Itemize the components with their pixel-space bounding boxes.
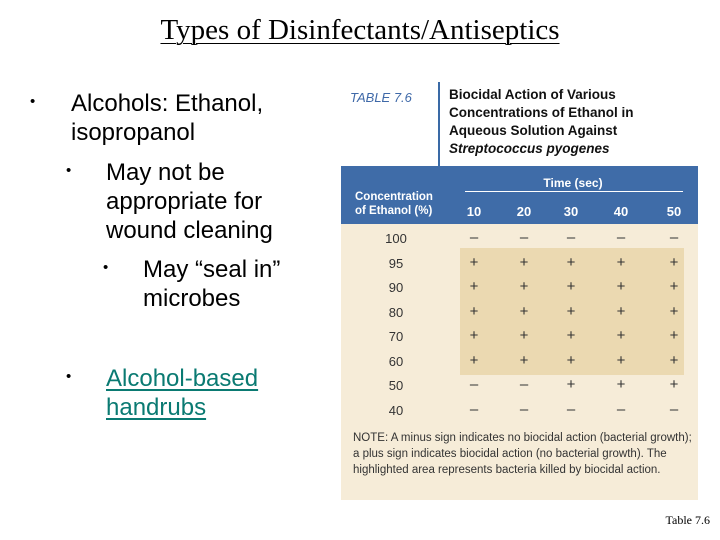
table-caption: Biocidal Action of Various Concentration…	[438, 82, 698, 166]
result-cell: +	[566, 253, 576, 271]
table-number: TABLE 7.6	[341, 82, 438, 166]
result-cell: –	[519, 229, 529, 246]
result-cell: –	[669, 400, 679, 418]
concentration-header: Concentration of Ethanol (%)	[355, 190, 433, 218]
concentration-cell: 60	[388, 353, 404, 369]
slide-caption: Table 7.6	[665, 513, 710, 527]
result-cell: +	[566, 327, 576, 344]
table-caption-organism: Streptococcus pyogenes	[449, 141, 610, 156]
result-cell: +	[669, 278, 679, 295]
table-caption-line: Aqueous Solution Against	[449, 123, 618, 138]
result-cell: +	[469, 302, 479, 320]
result-cell: –	[566, 400, 576, 418]
result-cell: –	[669, 229, 679, 246]
ethanol-table: TABLE 7.6 Biocidal Action of Various Con…	[341, 82, 698, 500]
table-caption-line: Biocidal Action of Various	[449, 87, 616, 102]
table-note: NOTE: A minus sign indicates no biocidal…	[353, 432, 692, 476]
bullet-seal-in-microbes: May “seal in” microbes	[143, 256, 281, 312]
result-cell: +	[566, 376, 576, 393]
concentration-header-line: Concentration	[355, 191, 433, 203]
bullet-marker: •	[66, 162, 72, 179]
concentration-cell: 40	[388, 402, 404, 418]
time-column-header: 20	[516, 204, 532, 219]
result-cell: +	[469, 351, 479, 369]
result-cell: +	[469, 278, 479, 295]
result-cell: +	[616, 253, 626, 271]
result-cell: +	[519, 302, 529, 320]
result-cell: –	[469, 400, 479, 418]
bullet-wound-cleaning: May not be appropriate for wound cleanin…	[106, 159, 273, 244]
result-cell: +	[566, 278, 576, 295]
slide-title: Types of Disinfectants/Antiseptics	[160, 14, 560, 46]
result-cell: +	[616, 302, 626, 320]
concentration-cell: 50	[388, 378, 404, 393]
result-cell: +	[669, 351, 679, 369]
result-cell: +	[669, 253, 679, 271]
result-cell: +	[519, 278, 529, 295]
time-header: Time (sec)	[543, 176, 603, 190]
result-cell: –	[519, 400, 529, 418]
time-column-header: 40	[613, 204, 629, 219]
handrubs-link[interactable]: Alcohol-based handrubs	[106, 365, 259, 421]
result-cell: +	[469, 327, 479, 344]
concentration-cell: 70	[388, 329, 404, 344]
concentration-cell: 95	[388, 255, 404, 271]
result-cell: +	[616, 351, 626, 369]
time-column-header: 50	[666, 204, 682, 219]
result-cell: +	[669, 327, 679, 344]
bullet-marker: •	[30, 93, 36, 110]
concentration-header-line: of Ethanol (%)	[355, 205, 433, 217]
concentration-cell: 100	[385, 231, 407, 246]
time-column-header: 30	[563, 204, 579, 219]
result-cell: –	[616, 400, 626, 418]
result-cell: –	[566, 229, 576, 246]
result-cell: +	[519, 253, 529, 271]
bullet-alcohols: Alcohols: Ethanol, isopropanol	[71, 90, 264, 146]
table-header	[341, 166, 698, 224]
result-cell: +	[566, 351, 576, 369]
result-cell: –	[469, 229, 479, 246]
result-cell: +	[616, 278, 626, 295]
result-cell: +	[669, 302, 679, 320]
result-cell: –	[469, 376, 479, 393]
bullet-marker: •	[66, 368, 72, 385]
result-cell: +	[616, 376, 626, 393]
concentration-cell: 90	[388, 280, 404, 295]
time-header-rule	[465, 191, 683, 192]
highlight-killed-area	[460, 248, 684, 375]
result-cell: +	[519, 351, 529, 369]
concentration-cell: 80	[388, 304, 404, 320]
result-cell: +	[519, 327, 529, 344]
result-cell: +	[566, 302, 576, 320]
bullet-marker: •	[103, 259, 109, 276]
result-cell: +	[616, 327, 626, 344]
table-caption-line: Concentrations of Ethanol in	[449, 105, 634, 120]
bullet-handrubs: Alcohol-based handrubs	[106, 364, 326, 422]
result-cell: +	[469, 253, 479, 271]
time-column-header: 10	[466, 204, 482, 219]
result-cell: –	[519, 376, 529, 393]
result-cell: –	[616, 229, 626, 246]
result-cell: +	[669, 376, 679, 393]
